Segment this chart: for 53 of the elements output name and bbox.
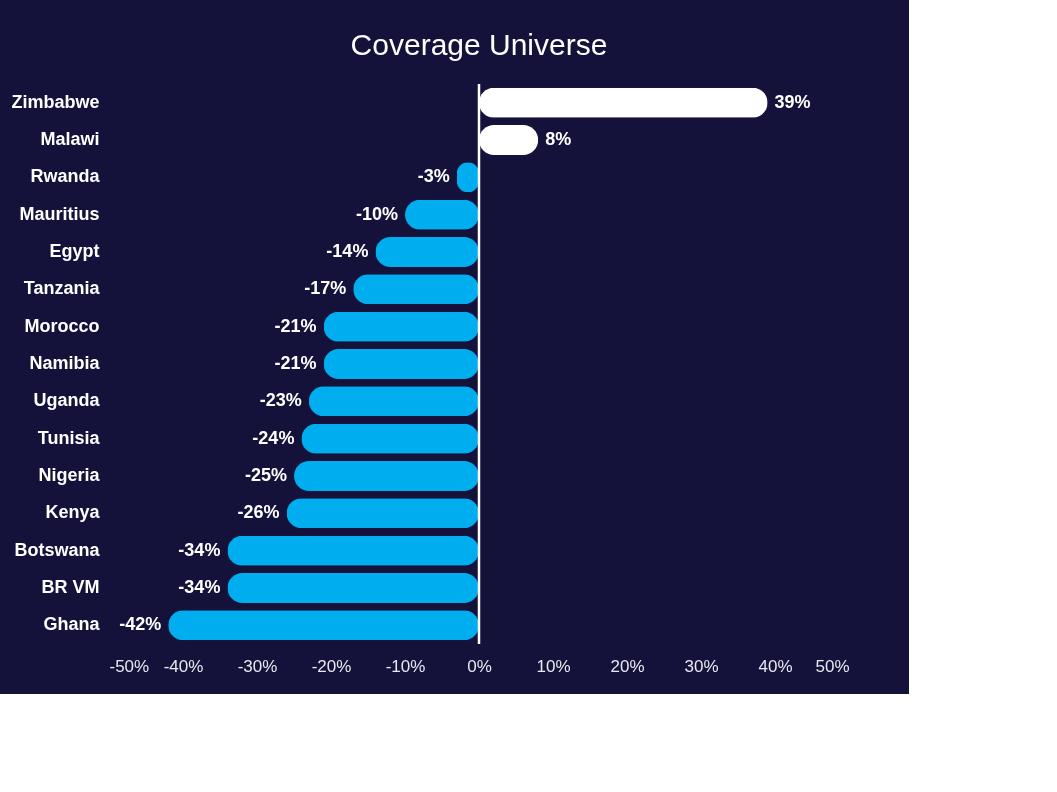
data-label: -14% — [326, 241, 369, 261]
data-label: -34% — [178, 539, 221, 560]
x-tick-label: 10% — [536, 656, 571, 676]
y-tick-label: Kenya — [45, 502, 101, 523]
bar — [323, 349, 479, 379]
data-label: -10% — [355, 203, 398, 224]
data-label: -25% — [244, 465, 287, 485]
y-tick-label: Egypt — [49, 241, 100, 261]
y-tick-label: Nigeria — [38, 465, 101, 485]
data-label: -34% — [178, 577, 221, 597]
y-tick-label: Tunisia — [37, 427, 101, 448]
bar — [353, 274, 479, 305]
y-tick-label: Ghana — [43, 614, 101, 635]
bar — [227, 573, 479, 603]
bar — [286, 498, 479, 529]
y-tick-label: Malawi — [40, 129, 100, 149]
bar — [168, 610, 479, 641]
data-label: -3% — [417, 166, 450, 187]
y-tick-label: Namibia — [29, 353, 101, 373]
x-tick-label: 30% — [684, 656, 719, 676]
bar — [375, 237, 479, 267]
x-tick-label: 40% — [758, 656, 793, 676]
bar — [323, 311, 479, 342]
x-tick-label: -40% — [163, 656, 204, 676]
x-tick-label: 20% — [610, 656, 645, 676]
y-tick-label: BR VM — [41, 577, 100, 597]
y-tick-label: Botswana — [14, 539, 101, 560]
x-tick-label: -30% — [237, 656, 278, 676]
y-tick-label: Rwanda — [30, 166, 101, 187]
data-label: -24% — [252, 427, 295, 448]
x-tick-label: -50% — [109, 656, 150, 676]
data-label: -17% — [304, 278, 347, 299]
x-tick-label: 0% — [467, 656, 492, 676]
x-tick-label: 50% — [815, 656, 850, 676]
bar — [294, 461, 479, 491]
y-tick-label: Mauritius — [19, 203, 100, 224]
data-label: -23% — [259, 390, 302, 411]
x-tick-label: -10% — [385, 656, 426, 676]
data-label: -21% — [274, 315, 317, 336]
data-label: -42% — [119, 614, 162, 635]
x-tick-label: -20% — [311, 656, 352, 676]
bar — [301, 423, 479, 454]
y-tick-label: Morocco — [24, 315, 100, 336]
bar — [308, 386, 479, 417]
data-label: -21% — [274, 353, 317, 373]
data-label: 39% — [774, 91, 811, 112]
y-tick-label: Zimbabwe — [11, 91, 100, 112]
y-tick-label: Tanzania — [23, 278, 101, 299]
bar — [227, 535, 479, 566]
y-tick-label: Uganda — [33, 390, 101, 411]
data-label: 8% — [545, 129, 572, 149]
data-label: -26% — [237, 502, 280, 523]
chart-title: Coverage Universe — [350, 27, 608, 61]
